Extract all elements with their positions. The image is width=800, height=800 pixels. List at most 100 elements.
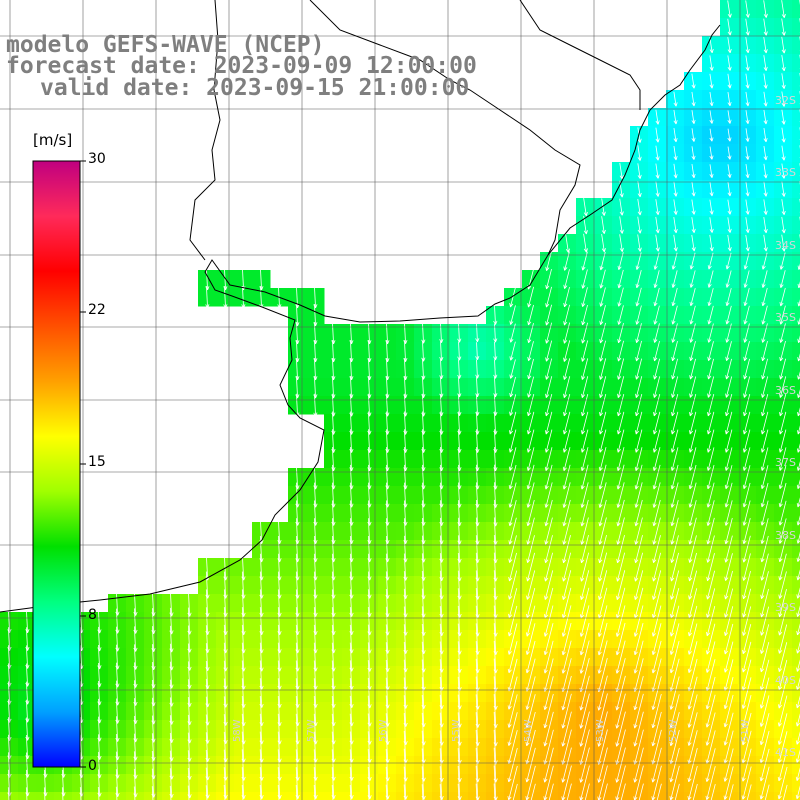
wind-arrow [673,199,678,215]
wind-arrow [651,676,662,710]
wind-cell [378,792,397,800]
wind-arrow [742,588,752,618]
wind-arrow [525,711,536,747]
wind-arrow [562,570,572,600]
wind-cell [792,432,800,451]
wind-arrow [562,499,571,527]
wind-arrow [671,270,678,288]
wind-arrow [580,517,589,545]
wind-arrow [709,128,714,142]
wind-arrow [562,429,571,453]
wind-arrow [525,640,536,674]
wind-arrow [691,128,696,142]
wind-arrow [777,713,788,745]
wind-cell [414,792,433,800]
wind-arrow [653,393,661,417]
wind-arrow [544,464,553,490]
wind-arrow [475,359,480,379]
wind-arrow [745,18,750,36]
wind-arrow [709,199,714,215]
wind-cell [234,792,253,800]
wind-arrow [634,447,643,472]
wind-cell [432,792,451,800]
wind-arrow [635,358,643,380]
wind-arrow [563,358,571,380]
wind-arrow [655,216,660,234]
wind-arrow [562,517,571,545]
wind-arrow [561,622,572,656]
wind-arrow [562,411,571,435]
wind-arrow [598,447,607,472]
wind-cell [792,486,800,505]
wind-arrow [508,570,518,600]
wind-cell [738,792,757,800]
wind-arrow [617,393,625,417]
wind-arrow [689,252,696,270]
wind-arrow [673,163,678,179]
wind-cell [774,792,793,800]
wind-arrow [581,358,589,380]
wind-arrow [527,341,534,362]
wind-arrow [651,747,662,783]
wind-arrow [674,783,680,800]
wind-arrow [526,570,536,600]
wind-arrow [706,464,715,490]
lat-label-32s: 32S [775,94,796,107]
wind-cell [792,180,800,199]
wind-arrow [615,711,626,747]
wind-cell [504,792,523,800]
wind-arrow [725,270,732,288]
wind-arrow [687,623,698,655]
wind-arrow [599,358,607,380]
wind-cell [324,792,343,800]
wind-arrow [581,269,588,289]
wind-arrow [706,411,715,435]
wind-cell [756,792,775,800]
wind-arrow [526,535,535,563]
wind-arrow [507,765,518,800]
wind-arrow [635,340,642,362]
wind-arrow [597,711,608,747]
wind-arrow [527,376,535,398]
wind-arrow [761,287,768,307]
wind-arrow [635,305,642,325]
wind-arrow [779,393,787,417]
wind-arrow [599,322,606,344]
wind-arrow [709,181,714,197]
colorbar-label-22: 22 [88,302,106,318]
wind-cell [792,144,800,163]
wind-arrow [563,304,570,326]
wind-arrow [669,747,680,783]
wind-arrow [581,393,589,417]
wind-cell [792,774,800,793]
wind-arrow [634,535,643,564]
wind-arrow [687,748,698,783]
lat-label-40s: 40S [775,674,796,687]
wind-arrow [651,693,662,729]
wind-arrow [745,128,750,142]
wind-arrow [796,677,800,691]
wind-arrow [616,552,626,582]
wind-cell [792,468,800,487]
wind-arrow [724,553,733,581]
wind-arrow [742,447,751,471]
wind-arrow [727,92,732,107]
wind-arrow [508,517,517,545]
wind-arrow [634,482,643,508]
wind-arrow [723,677,734,710]
wind-arrow [670,447,679,471]
wind-arrow [544,499,553,527]
wind-arrow [742,411,751,435]
wind-arrow [525,747,536,783]
wind-arrow [545,393,553,417]
wind-arrow [781,54,786,72]
wind-arrow [687,676,698,710]
wind-arrow [580,552,590,582]
wind-arrow [671,252,678,270]
wind-arrow [133,786,136,800]
lat-label-41s: 41S [775,746,796,759]
wind-arrow [598,552,608,582]
wind-arrow [652,411,661,435]
wind-arrow [709,73,714,89]
wind-cell [792,162,800,181]
